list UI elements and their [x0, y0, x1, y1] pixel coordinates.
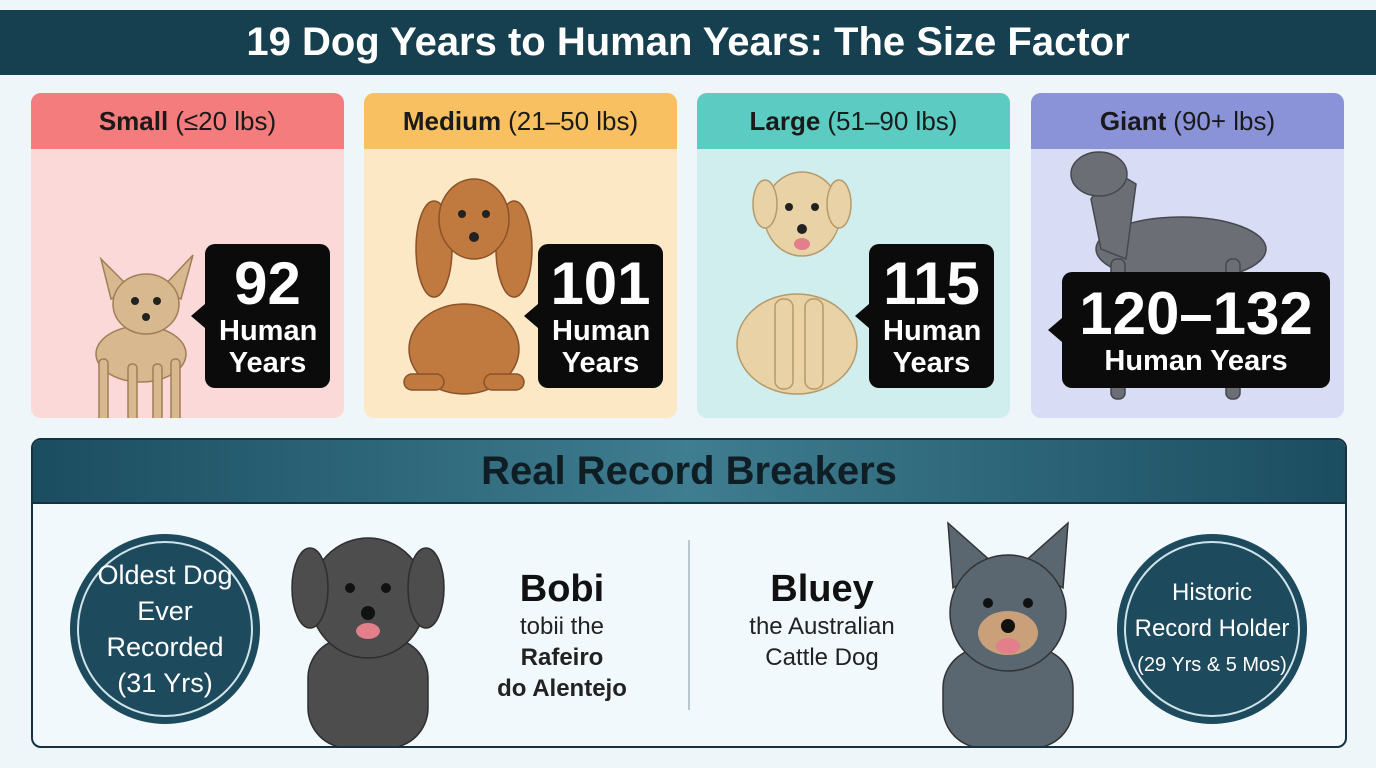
size-name: Medium — [402, 105, 502, 136]
age-callout: 92 Human Years — [191, 244, 330, 388]
size-name: Small — [98, 105, 169, 136]
dog-desc: the Australian — [749, 613, 895, 640]
badge-ring: Oldest Dog Ever Recorded (31 Yrs) — [77, 541, 253, 717]
age-callout: 120–132 Human Years — [1048, 272, 1330, 388]
dog-name: Bobi — [519, 568, 605, 610]
dog-illustration — [736, 171, 858, 395]
bluey-illustration — [942, 521, 1074, 746]
badge-line: Historic — [1171, 579, 1252, 606]
size-range: (90+ lbs) — [1173, 105, 1276, 136]
human-years-value: 92 — [234, 250, 301, 317]
bobi-info: Bobi tobii the Rafeiro do Alentejo — [482, 568, 642, 704]
dog-illustration — [403, 178, 533, 395]
record-badge: Historic Record Holder (29 Yrs & 5 Mos) — [1117, 534, 1307, 724]
badge-line: (31 Yrs) — [117, 668, 213, 698]
title-bar: 19 Dog Years to Human Years: The Size Fa… — [0, 10, 1376, 75]
human-years-label: Human Years — [552, 315, 651, 379]
size-card: Small (≤20 lbs) 92 Human Years — [31, 93, 344, 418]
dog-desc: do Alentejo — [497, 675, 627, 702]
size-card: Giant (90+ lbs) 120–132 Human Years — [1031, 93, 1344, 418]
divider — [688, 540, 690, 710]
size-range: (51–90 lbs) — [827, 105, 958, 136]
dog-illustration — [95, 254, 194, 418]
card-header: Small (≤20 lbs) — [31, 93, 344, 149]
badge-line: Oldest Dog — [97, 560, 233, 590]
bobi-illustration — [291, 537, 445, 746]
human-years-label: Human Years — [1104, 345, 1288, 377]
panel-header: Real Record Breakers — [33, 440, 1345, 504]
card-header: Giant (90+ lbs) — [1031, 93, 1344, 149]
dog-desc: tobii the — [519, 613, 605, 640]
size-range: (≤20 lbs) — [175, 105, 277, 136]
record-badge: Oldest Dog Ever Recorded (31 Yrs) — [70, 534, 260, 724]
bluey-info: Bluey the Australian Cattle Dog — [722, 568, 922, 673]
card-header: Medium (21–50 lbs) — [364, 93, 677, 149]
human-years-value: 115 — [883, 250, 980, 317]
size-name: Giant — [1099, 105, 1167, 136]
card-header: Large (51–90 lbs) — [697, 93, 1010, 149]
size-range: (21–50 lbs) — [508, 105, 639, 136]
human-years-value: 120–132 — [1079, 280, 1313, 347]
badge-line: (29 Yrs & 5 Mos) — [1137, 654, 1287, 676]
size-name: Large — [749, 105, 821, 136]
badge-line: Record Holder — [1134, 615, 1290, 642]
badge-line: Ever Recorded — [106, 596, 224, 662]
badge-ring: Historic Record Holder (29 Yrs & 5 Mos) — [1124, 541, 1300, 717]
age-callout: 101 Human Years — [524, 244, 663, 388]
size-card: Large (51–90 lbs) 115 Human Years — [697, 93, 1010, 418]
title: 19 Dog Years to Human Years: The Size Fa… — [246, 20, 1130, 64]
records-panel: Real Record Breakers Oldest Dog Ever Rec… — [31, 438, 1347, 748]
dog-desc: Rafeiro — [520, 644, 604, 671]
dog-desc: Cattle Dog — [765, 644, 879, 671]
age-callout: 115 Human Years — [855, 244, 994, 388]
dog-name: Bluey — [770, 568, 874, 610]
human-years-label: Human Years — [883, 315, 982, 379]
human-years-value: 101 — [550, 250, 651, 317]
panel-title: Real Record Breakers — [481, 448, 897, 493]
human-years-label: Human Years — [219, 315, 318, 379]
size-card: Medium (21–50 lbs) 101 Human Years — [364, 93, 677, 418]
